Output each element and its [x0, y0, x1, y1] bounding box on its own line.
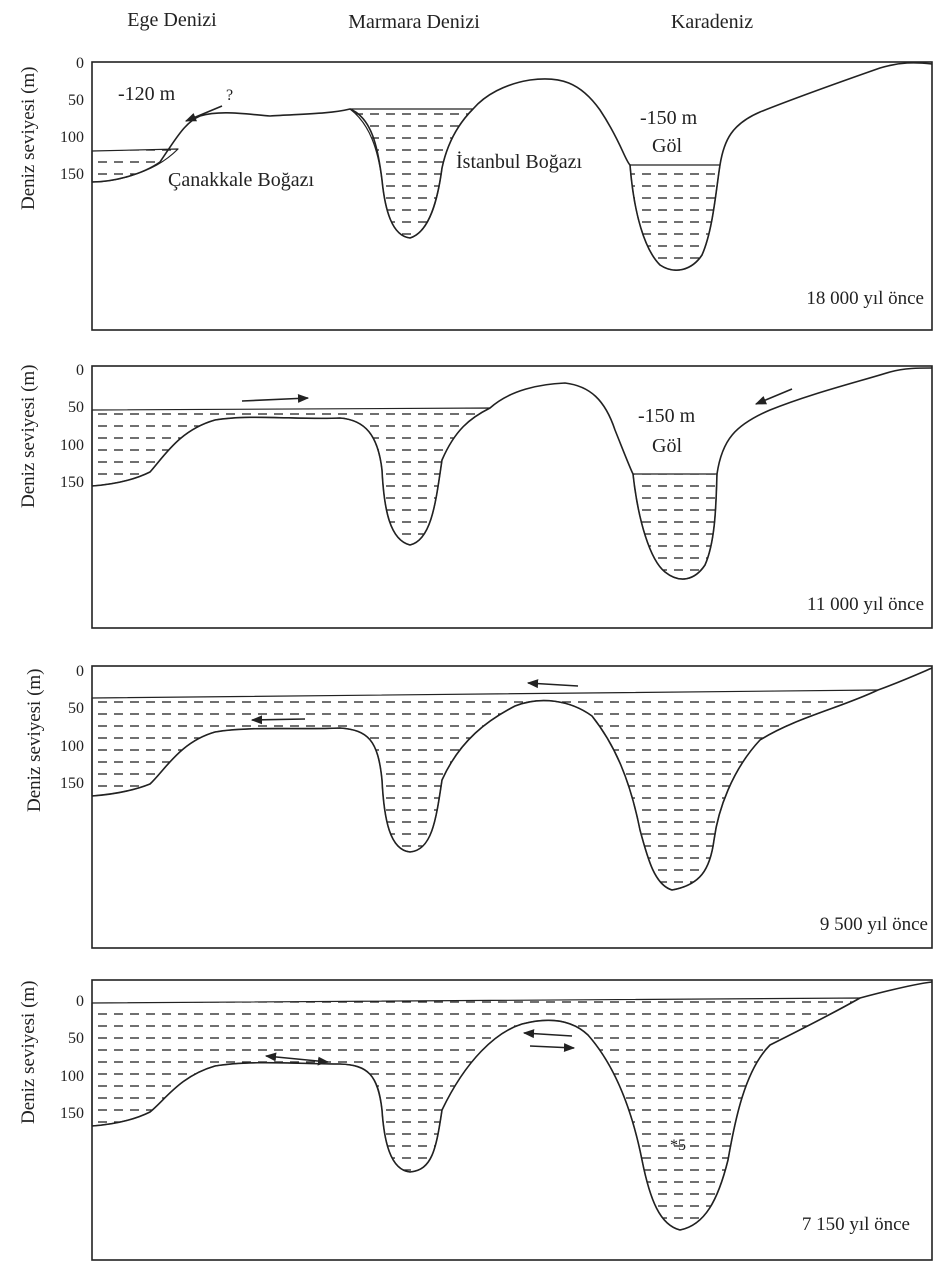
panel-frame: [91, 665, 933, 949]
lake-level-label: -150 m: [640, 107, 698, 129]
y-ticks: 0 50 100 150: [60, 362, 84, 491]
header-black-sea: Karadeniz: [671, 11, 753, 33]
aegean-marmara-water: [91, 407, 491, 546]
two-way-arrow-canakkale: [264, 1052, 330, 1066]
y-axis-label: Deniz seviyesi (m): [18, 980, 39, 1124]
blacksea-lake-water: [629, 164, 721, 271]
y-axis-label: Deniz seviyesi (m): [18, 66, 39, 210]
tick-50: 50: [68, 1030, 84, 1047]
flow-arrow-west: [526, 679, 579, 689]
seafloor-profile: [91, 62, 933, 271]
seafloor-profile: [91, 667, 933, 891]
panel-frame: [91, 61, 933, 331]
header-aegean-sea: Ege Denizi: [127, 9, 217, 31]
tick-150: 150: [60, 775, 84, 792]
y-axis-label: Deniz seviyesi (m): [18, 364, 39, 508]
question-mark: ?: [226, 87, 233, 104]
y-axis-label: Deniz seviyesi (m): [24, 668, 45, 812]
panel-11000: Deniz seviyesi (m) 0 50 100 150 -150 m G…: [18, 362, 933, 629]
era-label: 18 000 yıl önce: [806, 288, 924, 309]
flow-arrow-east: [529, 1043, 576, 1053]
tick-0: 0: [76, 993, 84, 1010]
lake-level-label: -150 m: [638, 405, 696, 427]
canakkale-strait-label: Çanakkale Boğazı: [168, 169, 314, 191]
flow-arrow-east: [241, 393, 310, 403]
panel-frame: [91, 365, 933, 629]
panel-9500: Deniz seviyesi (m) 0 50 100 150 9 500 yı…: [24, 663, 933, 949]
y-ticks: 0 50 100 150: [60, 993, 84, 1122]
era-label: 11 000 yıl önce: [807, 594, 924, 615]
tick-50: 50: [68, 700, 84, 717]
panel-7150: Deniz seviyesi (m) 0 50 100 150 *5 7 150…: [18, 979, 933, 1261]
header-marmara-sea: Marmara Denizi: [348, 11, 480, 33]
marmara-water: [349, 108, 474, 239]
tick-150: 150: [60, 166, 84, 183]
tick-150: 150: [60, 474, 84, 491]
era-label: 7 150 yıl önce: [802, 1214, 910, 1235]
tick-50: 50: [68, 92, 84, 109]
tick-100: 100: [60, 738, 84, 755]
flow-arrow-west: [522, 1029, 573, 1039]
flow-arrow-west: [754, 388, 793, 405]
tick-100: 100: [60, 1068, 84, 1085]
istanbul-strait-label: İstanbul Boğazı: [456, 150, 583, 173]
connected-sea-water: [91, 997, 861, 1231]
tick-150: 150: [60, 1105, 84, 1122]
aegean-level-label: -120 m: [118, 83, 176, 105]
outflow-arrow: [184, 105, 223, 122]
y-ticks: 0 50 100 150: [60, 55, 84, 183]
panel-18000: Deniz seviyesi (m) 0 50 100 150 -120 m ?…: [18, 55, 933, 331]
lake-label: Göl: [652, 435, 682, 457]
tick-0: 0: [76, 663, 84, 680]
connected-sea-water: [91, 689, 879, 891]
lake-label: Göl: [652, 135, 682, 157]
tick-0: 0: [76, 55, 84, 72]
blacksea-lake-water: [632, 473, 718, 580]
seafloor-profile: [91, 367, 933, 580]
tick-100: 100: [60, 437, 84, 454]
flow-arrow-west-marmara: [250, 715, 306, 725]
era-label: 9 500 yıl önce: [820, 914, 928, 935]
tick-50: 50: [68, 399, 84, 416]
marker-label: *5: [670, 1137, 686, 1154]
tick-100: 100: [60, 129, 84, 146]
tick-0: 0: [76, 362, 84, 379]
y-ticks: 0 50 100 150: [60, 663, 84, 792]
